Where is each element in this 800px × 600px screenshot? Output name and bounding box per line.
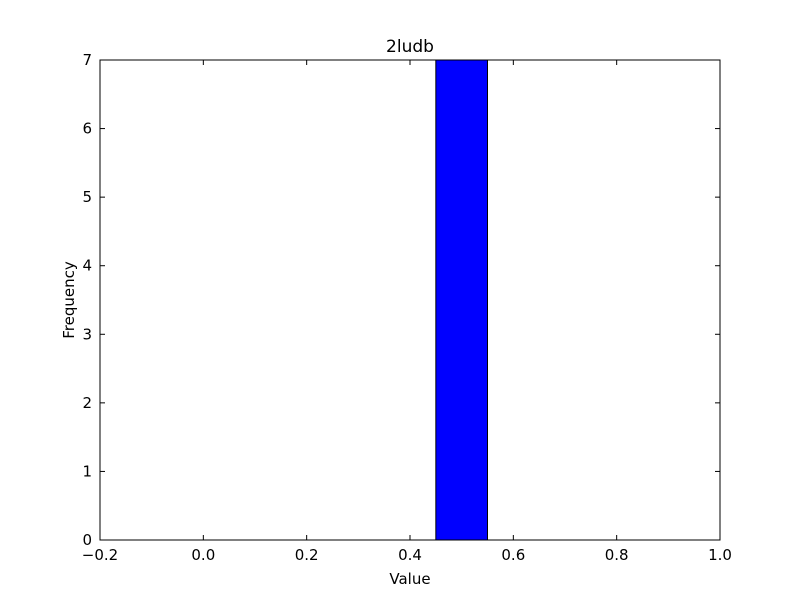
y-tick-label: 7	[82, 51, 92, 69]
x-tick-label: 0.2	[295, 546, 319, 564]
y-axis-ticks: 0 1 2 3 4 5 6 7	[82, 51, 720, 549]
x-tick-label: 0.6	[501, 546, 525, 564]
x-tick-label: −0.2	[82, 546, 118, 564]
y-tick-label: 1	[82, 462, 92, 480]
chart-title: 2ludb	[386, 37, 434, 57]
x-tick-label: 1.0	[708, 546, 732, 564]
x-tick-label: 0.8	[605, 546, 629, 564]
y-axis-label: Frequency	[60, 261, 78, 339]
histogram-bar-5	[435, 59, 489, 541]
plot-frame	[99, 59, 721, 541]
x-tick-label: 0.4	[398, 546, 422, 564]
y-tick-label: 0	[82, 531, 92, 549]
y-tick-label: 2	[82, 394, 92, 412]
y-tick-label: 5	[82, 188, 92, 206]
y-tick-label: 3	[82, 325, 92, 343]
y-tick-label: 6	[82, 120, 92, 138]
x-axis-ticks: −0.2 0.0 0.2 0.4 0.6 0.8 1.0	[82, 60, 732, 564]
bars-group	[435, 59, 489, 541]
x-tick-label: 0.0	[191, 546, 215, 564]
x-axis-label: Value	[389, 570, 430, 588]
y-tick-label: 4	[82, 257, 92, 275]
